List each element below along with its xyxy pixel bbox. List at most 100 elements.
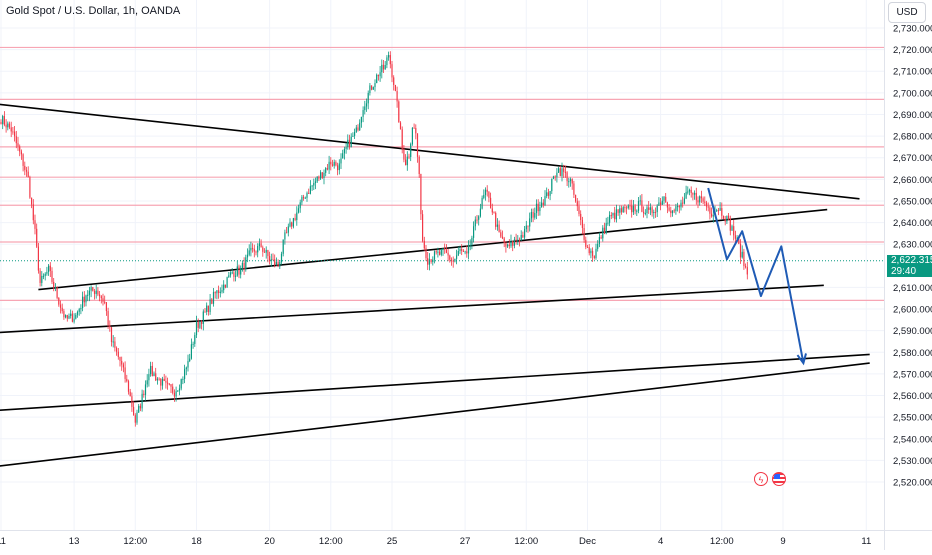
candle-body: [20, 151, 22, 155]
candle-body: [328, 161, 330, 170]
candle: [328, 155, 330, 174]
candle-body: [416, 133, 419, 157]
candle: [95, 284, 97, 299]
candle: [376, 73, 378, 84]
current-price-tag: 2,622.315 29:40: [887, 255, 932, 277]
candle: [427, 251, 429, 270]
candle: [629, 199, 631, 210]
y-tick-label: 2,600.000: [893, 305, 932, 316]
candle-body: [117, 351, 119, 357]
trendline[interactable]: [0, 353, 870, 411]
candle: [520, 230, 522, 241]
candle-body: [263, 251, 266, 253]
candle-body: [371, 85, 373, 90]
candle: [544, 190, 546, 207]
candle: [173, 389, 175, 402]
candle: [541, 196, 543, 208]
candle-body: [207, 305, 209, 313]
candle-body: [430, 259, 432, 263]
candle: [687, 186, 689, 195]
candle: [155, 367, 157, 382]
candle: [65, 314, 67, 319]
trendline[interactable]: [0, 103, 860, 200]
candle: [597, 240, 599, 252]
y-tick-label: 2,580.000: [893, 348, 932, 359]
candle: [595, 243, 597, 260]
us-flag-icon[interactable]: [772, 472, 786, 486]
candle: [206, 302, 208, 316]
x-axis[interactable]: 11 13 12:00 18 20 12:00 25 27 12:00 Dec 4 12:00 9 11: [0, 536, 871, 547]
trendline[interactable]: [38, 208, 828, 291]
candle: [743, 248, 745, 270]
y-axis[interactable]: 2,520.000 2,530.000 2,540.000 2,550.000 2,56…: [893, 24, 932, 489]
candle-body: [685, 192, 687, 199]
candle-body: [411, 127, 413, 144]
candle-body: [493, 212, 495, 214]
candle-body: [653, 211, 655, 213]
candle-body: [5, 124, 7, 128]
candle: [542, 199, 544, 208]
candle: [671, 210, 674, 217]
candle: [547, 188, 549, 199]
candle: [246, 248, 249, 263]
candle-body: [648, 207, 650, 210]
candle-body: [646, 207, 648, 214]
trendlines[interactable]: [0, 103, 870, 467]
candle: [150, 361, 152, 377]
candle: [556, 168, 558, 183]
candle-body: [195, 322, 198, 336]
candle: [415, 124, 417, 140]
trendline[interactable]: [0, 362, 870, 467]
candle: [583, 223, 585, 243]
candle-body: [269, 256, 271, 261]
candle-body: [185, 367, 187, 370]
trendline[interactable]: [0, 284, 824, 334]
candle: [683, 192, 685, 205]
candle: [444, 243, 446, 254]
candle-body: [121, 360, 123, 365]
candle: [17, 136, 19, 151]
candle-body: [321, 172, 323, 178]
candle-body: [580, 213, 582, 221]
y-tick-label: 2,730.000: [893, 24, 932, 35]
candle: [235, 270, 237, 282]
candle-body: [728, 215, 730, 219]
candle-body: [432, 259, 434, 263]
candle-body: [552, 176, 555, 179]
candle: [175, 386, 177, 402]
projection-path[interactable]: [707, 187, 807, 366]
x-tick-label: 20: [264, 536, 275, 547]
candle: [670, 206, 672, 218]
candle: [491, 203, 493, 216]
candle-body: [51, 270, 53, 282]
candle-body: [711, 213, 713, 217]
candle-body: [296, 212, 298, 221]
candle-body: [629, 205, 631, 207]
candle-body: [666, 202, 668, 208]
candle: [12, 127, 14, 135]
candle-body: [688, 189, 691, 192]
projection-line[interactable]: [707, 187, 805, 364]
currency-button[interactable]: USD: [888, 2, 926, 23]
candle-body: [522, 235, 524, 238]
candle-body: [612, 212, 614, 216]
candle: [326, 163, 328, 171]
flash-icon[interactable]: ϟ: [754, 472, 768, 486]
candle: [253, 244, 255, 258]
candle-body: [699, 196, 701, 203]
candle-body: [415, 128, 417, 134]
candle: [119, 356, 121, 367]
candle-body: [634, 205, 636, 212]
candle-body: [291, 222, 293, 227]
candle: [422, 210, 424, 243]
candle: [495, 211, 497, 230]
candle: [189, 353, 191, 363]
candle: [503, 236, 505, 248]
candle: [474, 216, 476, 231]
candle: [311, 184, 313, 191]
candle: [728, 212, 730, 221]
candle: [704, 196, 706, 206]
candle-body: [459, 248, 461, 251]
